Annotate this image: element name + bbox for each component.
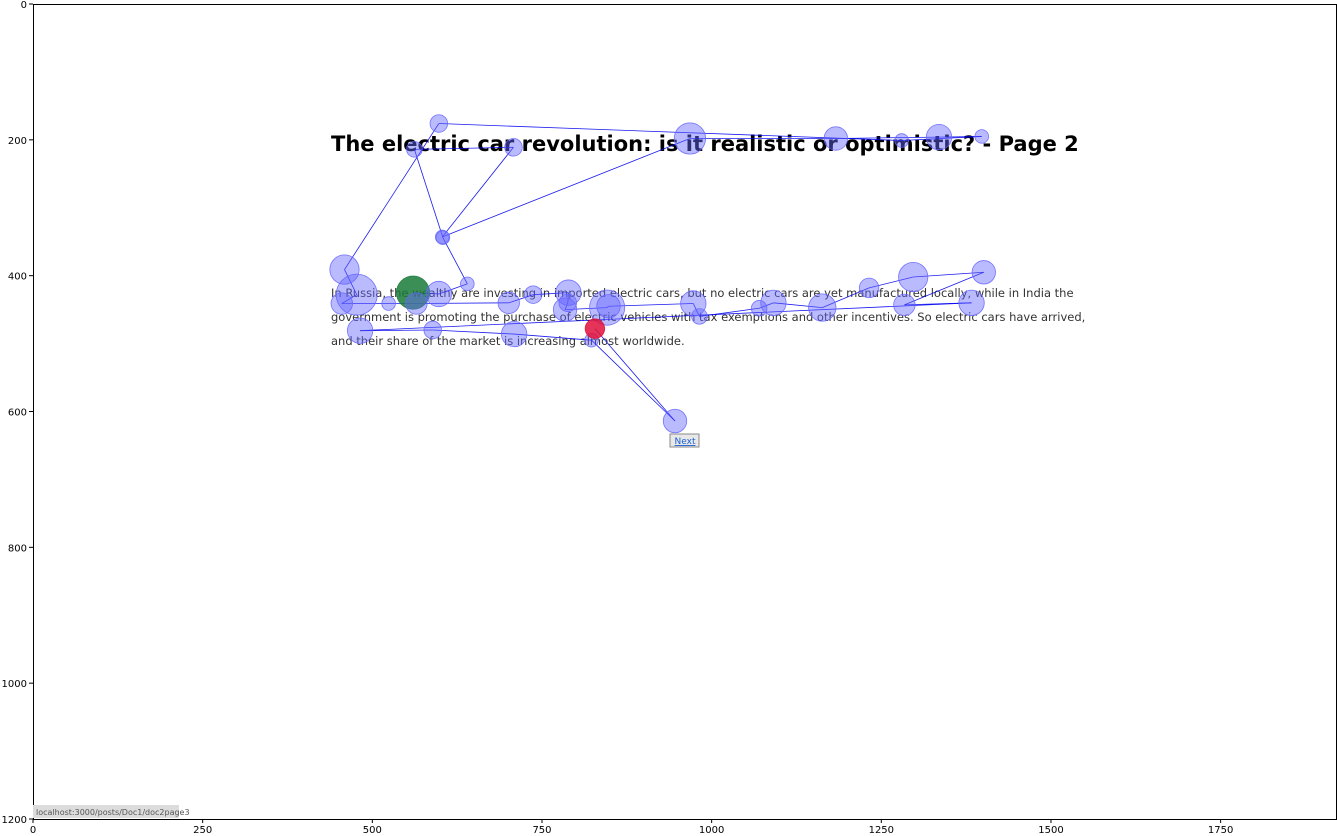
last-fixation-point bbox=[584, 318, 606, 339]
fixation-point bbox=[894, 133, 909, 148]
fixation-point bbox=[898, 261, 929, 293]
saccade-line bbox=[414, 146, 514, 150]
saccade-line bbox=[438, 283, 468, 295]
saccade-line bbox=[416, 302, 509, 304]
stimulus-page: The electric car revolution: is it reali… bbox=[331, 132, 1085, 448]
fixation-point bbox=[858, 277, 880, 299]
x-axis: 0 250 500 750 1000 1250 1500 1750 bbox=[30, 819, 1233, 836]
saccade-line bbox=[901, 136, 982, 141]
saccade-line bbox=[533, 292, 569, 296]
x-tick-label: 250 bbox=[193, 825, 212, 836]
saccade-line bbox=[344, 123, 440, 270]
x-tick-label: 1250 bbox=[869, 825, 894, 836]
y-tick-label: 800 bbox=[8, 543, 27, 554]
fixation-point bbox=[596, 294, 621, 319]
fixation-point bbox=[673, 122, 706, 155]
y-tick-label: 0 bbox=[21, 0, 27, 11]
page-body-line-2: government is promoting the purchase of … bbox=[331, 310, 1085, 324]
x-tick-label: 1000 bbox=[699, 825, 724, 836]
fixation-point bbox=[460, 276, 475, 292]
saccade-line bbox=[822, 287, 870, 308]
saccade-line bbox=[344, 269, 358, 295]
saccade-line bbox=[835, 136, 939, 139]
y-axis: 0 200 400 600 800 1000 1200 bbox=[2, 0, 33, 826]
y-tick-label: 600 bbox=[8, 408, 27, 419]
fixation-point bbox=[435, 230, 451, 245]
saccade-line bbox=[341, 294, 357, 304]
saccade-line bbox=[904, 271, 984, 306]
x-tick-label: 500 bbox=[363, 825, 382, 836]
fixation-point bbox=[423, 320, 442, 340]
fixation-point bbox=[434, 229, 450, 245]
status-url: localhost:3000/posts/Doc1/doc2page3 bbox=[36, 808, 190, 817]
fixation-point bbox=[893, 293, 916, 317]
fixation-point bbox=[823, 126, 848, 151]
fixation-point bbox=[958, 289, 985, 316]
fixation-point bbox=[429, 114, 449, 133]
fixation-point bbox=[971, 260, 996, 285]
fixation-point bbox=[329, 254, 360, 285]
fixation-point bbox=[523, 285, 543, 304]
fixation-point bbox=[589, 289, 626, 326]
saccade-line bbox=[606, 305, 609, 308]
saccade-line bbox=[508, 294, 534, 304]
x-tick-label: 750 bbox=[532, 825, 551, 836]
fixation-point bbox=[381, 296, 396, 311]
fixation-point bbox=[552, 297, 578, 322]
saccade-line bbox=[565, 307, 608, 311]
fixation-point bbox=[925, 124, 953, 151]
y-tick-label: 1000 bbox=[2, 679, 27, 690]
fixation-point bbox=[662, 408, 688, 434]
fixation-point bbox=[750, 300, 768, 317]
saccade-line bbox=[432, 329, 515, 335]
page-body-line-1: In Russia, the wealthy are investing in … bbox=[331, 286, 1074, 300]
status-bar: localhost:3000/posts/Doc1/doc2page3 bbox=[33, 805, 190, 818]
x-tick-label: 1750 bbox=[1208, 825, 1233, 836]
fixation-point bbox=[497, 291, 520, 314]
fixation-point bbox=[347, 317, 374, 344]
fixation-point bbox=[501, 320, 528, 348]
fixation-point bbox=[504, 138, 523, 157]
saccade-line bbox=[414, 149, 444, 238]
saccade-line bbox=[360, 329, 433, 332]
x-tick-label: 1500 bbox=[1038, 825, 1063, 836]
fixation-point bbox=[425, 280, 452, 308]
saccade-line bbox=[441, 147, 514, 238]
y-tick-label: 400 bbox=[8, 272, 27, 283]
saccade-line bbox=[442, 237, 468, 285]
fixation-point bbox=[680, 290, 707, 317]
fixation-point bbox=[406, 141, 423, 158]
fixation-point bbox=[555, 279, 582, 306]
saccade-line bbox=[442, 138, 691, 238]
first-fixation-point bbox=[396, 275, 431, 310]
fixation-point bbox=[405, 292, 428, 315]
saccade-line bbox=[591, 339, 676, 422]
fixation-points bbox=[329, 114, 996, 434]
saccade-line bbox=[360, 302, 972, 332]
fixation-point bbox=[330, 292, 353, 315]
x-tick-label: 0 bbox=[30, 825, 36, 836]
next-button-label: Next bbox=[675, 437, 696, 447]
saccade-line bbox=[692, 303, 700, 317]
fixation-point bbox=[760, 289, 787, 316]
saccade-line bbox=[773, 302, 823, 308]
y-tick-label: 200 bbox=[8, 136, 27, 147]
fixation-point bbox=[558, 293, 577, 313]
saccade-line bbox=[868, 276, 914, 289]
next-button[interactable]: Next bbox=[669, 433, 700, 448]
fixation-point bbox=[808, 293, 837, 322]
saccade-line bbox=[608, 303, 694, 307]
y-tick-label: 1200 bbox=[2, 815, 27, 826]
fixation-point bbox=[974, 129, 989, 144]
scanpath-lines bbox=[341, 123, 984, 422]
saccade-line bbox=[564, 302, 569, 310]
saccade-line bbox=[594, 328, 676, 422]
fixation-point bbox=[691, 308, 708, 325]
